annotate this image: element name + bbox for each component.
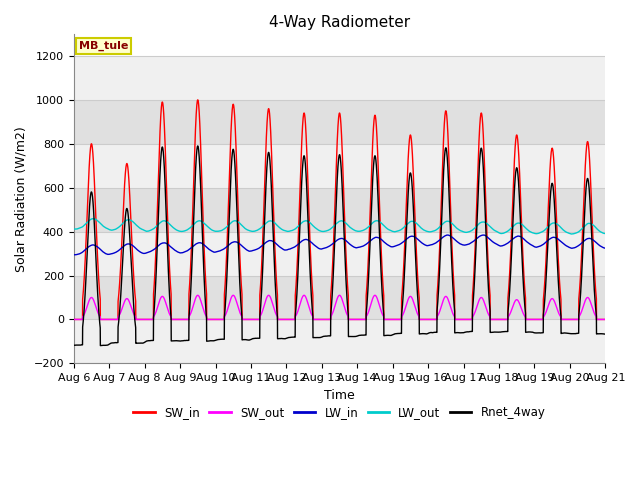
Bar — [74, 100, 605, 144]
X-axis label: Time: Time — [324, 389, 355, 402]
Bar — [74, 320, 605, 363]
Text: MB_tule: MB_tule — [79, 41, 129, 51]
Bar — [74, 188, 605, 232]
Legend: SW_in, SW_out, LW_in, LW_out, Rnet_4way: SW_in, SW_out, LW_in, LW_out, Rnet_4way — [129, 401, 550, 423]
Title: 4-Way Radiometer: 4-Way Radiometer — [269, 15, 410, 30]
Bar — [74, 56, 605, 100]
Bar — [74, 276, 605, 320]
Bar — [74, 144, 605, 188]
Y-axis label: Solar Radiation (W/m2): Solar Radiation (W/m2) — [15, 126, 28, 272]
Bar — [74, 232, 605, 276]
